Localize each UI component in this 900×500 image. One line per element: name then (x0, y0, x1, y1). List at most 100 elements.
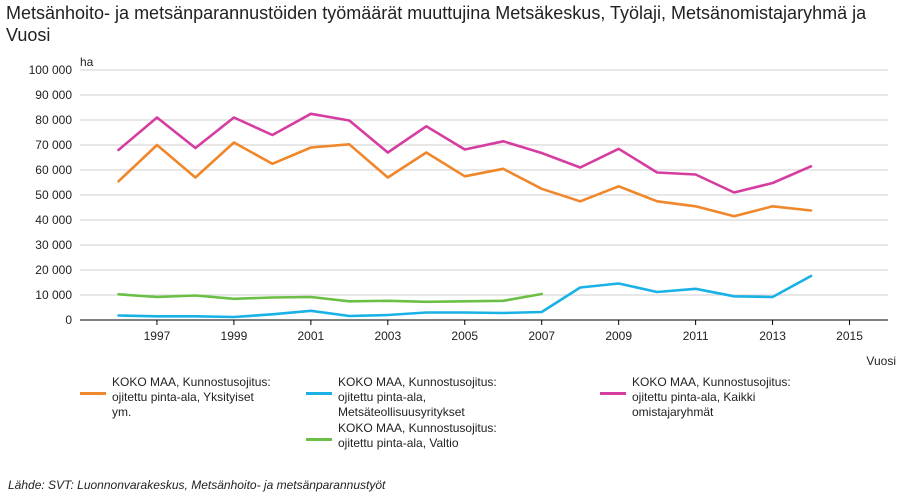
x-tick-label: 2005 (451, 329, 478, 343)
legend-label: KOKO MAA, Kunnostusojitus: ojitettu pinta… (112, 375, 322, 420)
data-point (810, 275, 812, 277)
x-axis-label: Vuosi (866, 354, 896, 368)
data-point (271, 162, 274, 165)
legend-label: KOKO MAA, Kunnostusojitus: ojitettu pinta… (632, 375, 842, 420)
data-point (694, 287, 697, 290)
series-line-1 (117, 274, 813, 319)
data-point (463, 175, 466, 178)
data-point (348, 315, 351, 317)
data-point (694, 173, 697, 176)
x-tick-label: 2007 (528, 329, 555, 343)
grid-lines (80, 69, 888, 321)
x-tick-label: 1997 (144, 329, 171, 343)
data-point (386, 314, 389, 316)
data-point (733, 191, 735, 194)
legend-label-line: ym. (112, 405, 132, 419)
legend-label-line: omistajaryhmät (632, 405, 714, 419)
y-tick-label: 80 000 (35, 113, 72, 127)
source-note: Lähde: SVT: Luonnonvarakeskus, Metsänhoi… (8, 478, 386, 492)
y-tick-label: 90 000 (35, 88, 72, 102)
data-point (156, 315, 158, 318)
legend-swatch (600, 392, 626, 395)
data-point (771, 205, 774, 208)
y-tick-label: 10 000 (35, 288, 72, 302)
y-tick-label: 70 000 (35, 138, 72, 152)
x-tick-label: 2003 (374, 329, 401, 343)
data-point (194, 176, 197, 179)
data-point (156, 144, 158, 146)
data-point (348, 119, 351, 122)
series-lines (117, 112, 813, 319)
legend-swatch (306, 392, 332, 395)
legend-label-line: KOKO MAA, Kunnostusojitus: (112, 375, 271, 389)
data-point (271, 313, 274, 316)
legend-label-line: KOKO MAA, Kunnostusojitus: (338, 375, 497, 389)
data-point (194, 294, 197, 297)
data-point (502, 167, 505, 170)
data-point (579, 286, 582, 289)
data-point (309, 296, 312, 298)
data-point (617, 147, 620, 150)
legend-item: KOKO MAA, Kunnostusojitus: ojitettu pinta… (80, 375, 322, 420)
data-point (617, 185, 620, 188)
data-point (425, 311, 428, 314)
data-point (540, 187, 543, 190)
data-point (771, 182, 774, 184)
legend-label-line: KOKO MAA, Kunnostusojitus: (632, 375, 791, 389)
data-point (617, 282, 620, 285)
data-point (463, 311, 466, 314)
y-tick-label: 40 000 (35, 213, 72, 227)
data-point (540, 293, 543, 295)
chart-title: Metsänhoito- ja metsänparannustöiden työ… (6, 3, 867, 45)
data-point (309, 309, 312, 312)
legend-swatch (306, 438, 332, 441)
x-tick-label: 2011 (683, 329, 709, 343)
data-point (463, 300, 466, 303)
legend-label: KOKO MAA, Kunnostusojitus: ojitettu pinta… (338, 421, 548, 451)
y-tick-label: 20 000 (35, 263, 72, 277)
data-point (694, 205, 697, 208)
data-point (502, 140, 505, 143)
data-point (386, 299, 389, 302)
axes: 0 10 000 20 000 30 000 40 000 50 000 60 000 70 … (29, 55, 896, 368)
legend-label-line: ojitettu pinta-ala, Yksityiset (112, 390, 254, 404)
legend-label-line: KOKO MAA, Kunnostusojitus: (338, 421, 497, 435)
data-point (233, 141, 235, 144)
data-point (233, 316, 235, 318)
data-point (386, 151, 389, 154)
legend-swatch (80, 392, 106, 395)
data-point (425, 125, 428, 128)
x-tick-label: 1999 (221, 329, 248, 343)
data-point (117, 314, 120, 317)
data-point (194, 147, 197, 149)
data-point (771, 296, 774, 298)
legend-item: KOKO MAA, Kunnostusojitus: ojitettu pinta… (306, 375, 548, 420)
data-point (309, 146, 312, 149)
data-point (579, 200, 582, 203)
data-point (117, 180, 120, 183)
data-point (117, 149, 120, 151)
data-point (348, 143, 351, 146)
data-point (425, 151, 428, 154)
y-tick-label: 100 000 (29, 63, 73, 77)
y-tick-label: 30 000 (35, 238, 72, 252)
x-tick-label: 2009 (605, 329, 632, 343)
data-point (463, 148, 466, 151)
data-point (810, 209, 812, 212)
x-tick-label: 2001 (298, 329, 325, 343)
data-point (309, 112, 312, 115)
y-axis-label: ha (80, 55, 94, 69)
data-point (656, 291, 659, 293)
data-point (540, 152, 543, 154)
legend-item: KOKO MAA, Kunnostusojitus: ojitettu pinta… (306, 421, 548, 451)
data-point (156, 296, 158, 298)
data-point (579, 166, 582, 169)
data-point (656, 171, 659, 174)
legend-label: KOKO MAA, Kunnostusojitus: ojitettu pinta… (338, 375, 548, 420)
data-point (733, 215, 735, 218)
legend-label-line: ojitettu pinta-ala, Kaikki (632, 390, 756, 404)
data-point (348, 300, 351, 303)
data-point (194, 315, 197, 318)
data-point (502, 299, 505, 302)
